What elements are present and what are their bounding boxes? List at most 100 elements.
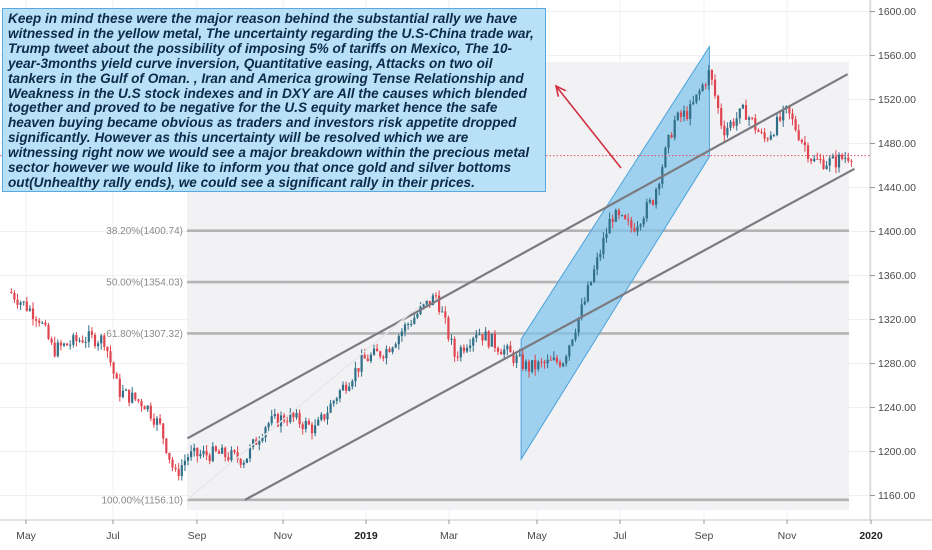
candle-body [131,392,134,403]
channel-trend-line [186,73,849,440]
candle-body [577,317,580,333]
candle-body [630,220,633,229]
candle-body [345,384,348,391]
candle-body [261,437,264,442]
candle-body [447,317,450,340]
candle-body [239,459,242,465]
analysis-note: Keep in mind these were the major reason… [2,8,546,192]
candle-body [190,451,193,458]
candle-body [515,355,518,363]
candle-body [518,354,521,356]
candle-body [425,300,428,305]
candle-body [75,335,78,341]
candle-body [385,348,388,359]
candle-body [707,70,710,86]
candle-body [323,414,326,420]
candle-body [298,413,301,425]
candle-body [459,347,462,358]
candle-body [366,358,369,362]
candle-body [803,141,807,146]
candle-body [388,348,391,353]
candle-body [159,418,162,424]
candle-body [301,424,304,430]
candle-body [537,361,540,370]
candle-body [137,399,140,401]
candle-body [450,338,453,340]
candle-body [372,348,376,355]
candle-body [763,132,766,139]
candle-body [717,95,720,109]
candle-body [335,398,338,401]
candle-body [732,121,735,126]
candle-body [354,368,357,382]
candle-body [19,302,22,305]
candle-body [267,423,270,428]
candle-body [599,254,602,258]
candle-body [208,455,211,462]
candle-body [782,108,785,121]
candle-body [109,351,112,363]
candle-body [723,125,726,136]
candle-body [496,347,500,352]
candle-body [155,418,159,425]
candle-body [797,130,800,140]
candle-body [568,345,571,357]
candle-body [794,119,797,131]
candle-body [205,450,208,456]
candle-body [586,285,590,302]
candle-body [168,452,171,460]
candle-body [493,333,497,348]
candle-body [453,338,456,357]
candle-body [506,345,509,350]
candle-body [394,344,397,348]
candle-body [810,158,813,162]
candle-body [118,378,121,397]
candle-body [44,322,47,326]
x-tick-label: Nov [274,530,293,542]
candle-body [813,158,816,162]
candle-body [289,412,292,422]
candle-body [258,441,261,445]
candle-body [124,389,128,391]
candle-body [407,324,410,326]
candle-body [521,354,524,369]
candle-body [273,414,276,417]
candle-body [332,400,335,404]
candle-body [50,338,53,343]
candle-body [434,295,438,297]
candle-body [115,373,118,379]
candle-body [444,311,447,318]
candle-body [84,341,87,343]
candle-body [326,412,329,420]
candle-body [376,348,379,352]
candle-body [748,117,751,120]
fib-level-label: 61.80%(1307.32) [106,329,183,340]
candle-body [121,390,125,397]
candle-body [738,108,741,119]
candle-body [825,165,828,169]
annotation-arrow-head [554,84,567,97]
candle-body [230,450,233,461]
candle-body [462,347,466,352]
candle-body [775,116,779,136]
candle-body [596,257,599,270]
candle-body [214,446,218,452]
candle-body [469,345,472,348]
candle-body [627,218,630,221]
x-tick-label: Sep [188,530,207,542]
candle-body [363,354,366,359]
candle-body [772,135,776,137]
candle-body [307,420,311,425]
candle-body [741,104,745,109]
candle-body [276,414,280,427]
candle-body [87,331,90,342]
candle-body [667,134,670,148]
candle-body [202,450,205,455]
x-tick-label: 2020 [859,530,883,542]
candle-body [211,446,214,462]
candle-body [769,135,772,140]
y-tick-label: 1360.00 [878,270,916,282]
candle-body [534,360,537,370]
rising-channel-shape [520,44,710,461]
